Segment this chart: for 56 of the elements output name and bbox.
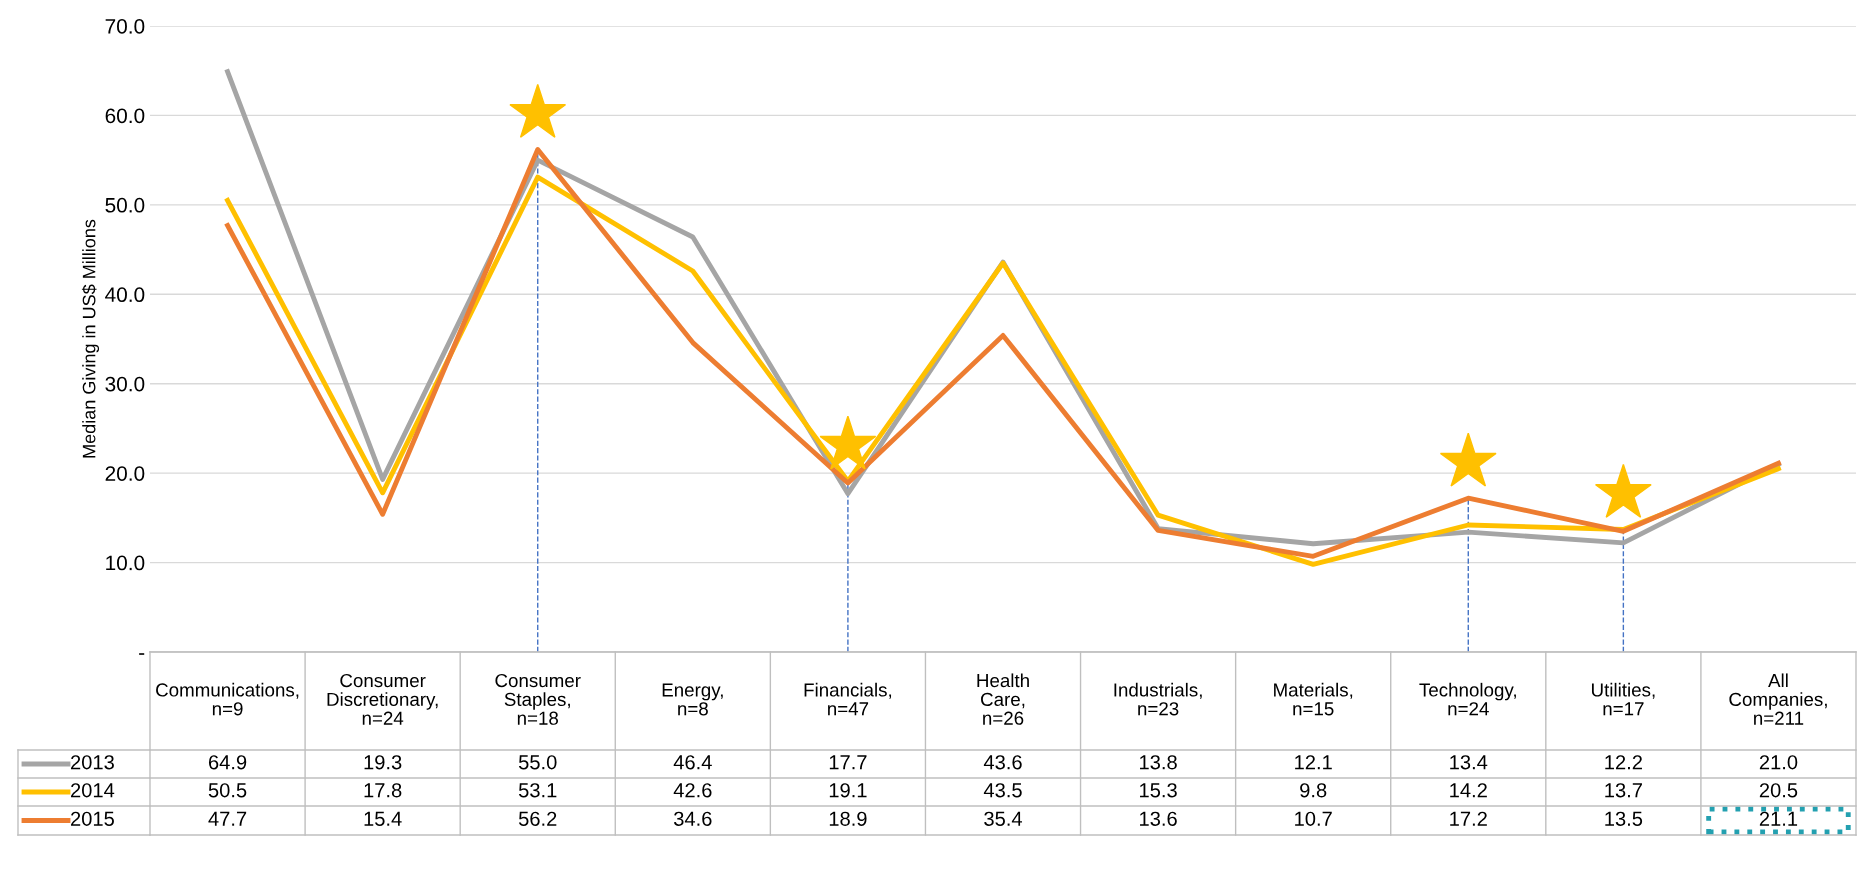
data-label: 47.7 xyxy=(208,811,247,826)
x-tick-label: Health Care, n=26 xyxy=(977,673,1029,725)
y-tick-label: 50.0 xyxy=(105,197,145,213)
data-label: 18.9 xyxy=(829,811,867,826)
data-label: 17.8 xyxy=(364,783,402,798)
x-tick-label: Technology, n=24 xyxy=(1419,682,1516,716)
data-label: 20.5 xyxy=(1759,783,1798,798)
data-label: 43.5 xyxy=(983,783,1022,798)
legend-label: 2014 xyxy=(71,783,115,798)
data-label: 19.1 xyxy=(829,783,867,798)
legend-label: 2013 xyxy=(71,755,114,770)
x-tick-label: Industrials, n=23 xyxy=(1114,682,1202,716)
y-tick-label: 60.0 xyxy=(105,108,145,124)
data-label: 17.7 xyxy=(829,755,867,770)
data-label: 35.4 xyxy=(984,811,1023,826)
y-tick-label: 20.0 xyxy=(105,466,145,481)
data-label: 13.8 xyxy=(1140,755,1177,770)
data-label: 64.9 xyxy=(208,755,247,770)
data-label: 9.8 xyxy=(1300,783,1327,798)
data-label: 21.0 xyxy=(1759,755,1798,770)
x-tick-label: All Companies, n=211 xyxy=(1729,673,1827,725)
x-tick-label: Energy, n=8 xyxy=(662,683,723,716)
data-label: 50.5 xyxy=(208,783,247,798)
x-tick-label: Consumer Discretionary, n=24 xyxy=(327,673,438,725)
data-label: 46.4 xyxy=(673,755,712,770)
data-label: 13.4 xyxy=(1450,755,1488,770)
data-label: 42.6 xyxy=(673,783,712,798)
data-label: 34.6 xyxy=(673,811,712,826)
x-tick-label: Communications, n=9 xyxy=(156,682,299,716)
data-label: 21.1 xyxy=(1759,811,1798,826)
data-label: 15.3 xyxy=(1140,783,1177,798)
data-label: 55.0 xyxy=(518,755,557,770)
data-label: 12.2 xyxy=(1605,755,1642,770)
data-label: 56.2 xyxy=(518,811,557,826)
data-label: 19.3 xyxy=(364,755,402,770)
data-label: 13.5 xyxy=(1605,811,1643,826)
data-label: 14.2 xyxy=(1450,783,1487,798)
y-tick-label: - xyxy=(139,653,145,655)
data-label: 13.6 xyxy=(1140,811,1177,826)
legend-label: 2015 xyxy=(71,811,114,826)
x-tick-label: Utilities, n=17 xyxy=(1591,682,1655,716)
y-tick-label: 40.0 xyxy=(105,287,145,303)
x-tick-label: Consumer Staples, n=18 xyxy=(495,673,581,725)
data-label: 13.7 xyxy=(1605,783,1642,798)
data-label: 12.1 xyxy=(1295,755,1332,770)
x-tick-label: Materials, n=15 xyxy=(1274,682,1353,716)
y-tick-label: 10.0 xyxy=(106,555,145,571)
y-axis-title: Median Giving in US$ Millions xyxy=(81,219,100,458)
data-label: 15.4 xyxy=(364,811,402,826)
data-label: 17.2 xyxy=(1450,811,1487,826)
data-label: 43.6 xyxy=(983,755,1022,770)
y-tick-label: 70.0 xyxy=(105,19,145,34)
data-label: 53.1 xyxy=(518,783,557,798)
y-tick-label: 30.0 xyxy=(105,376,145,392)
data-label: 10.7 xyxy=(1295,811,1332,826)
x-tick-label: Financials, n=47 xyxy=(804,682,892,716)
